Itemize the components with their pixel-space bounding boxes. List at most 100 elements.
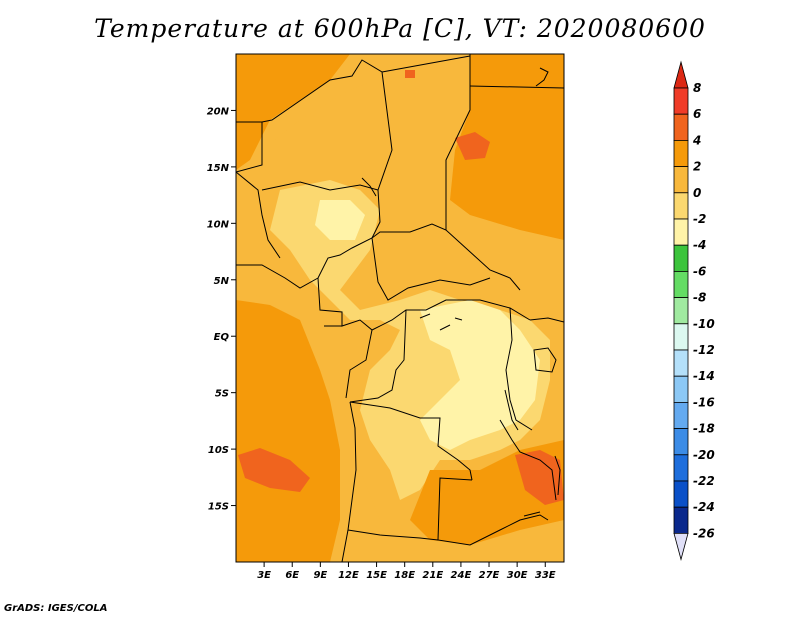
colorbar-swatch — [673, 506, 689, 534]
colorbar-swatch — [673, 192, 689, 220]
colorbar-swatch — [673, 297, 689, 325]
border-line — [504, 389, 519, 431]
lon-tick-label: 18E — [394, 570, 415, 581]
field-band-6-8 — [455, 132, 490, 160]
colorbar-label: -26 — [693, 526, 715, 540]
colorbar-swatch — [673, 166, 689, 194]
colorbar-swatch — [673, 270, 689, 298]
map-frame — [235, 53, 565, 563]
colorbar-label: 4 — [692, 133, 701, 147]
colorbar-swatch — [673, 218, 689, 246]
lon-tick-label: 24E — [451, 570, 472, 581]
lat-tick-label: EQ — [214, 332, 230, 343]
lat-tick-label: 10S — [208, 445, 229, 456]
border-line — [381, 55, 471, 73]
border-line — [361, 177, 377, 197]
border-line — [377, 71, 393, 191]
lon-tick-label: 15E — [366, 570, 387, 581]
temperature-field — [236, 54, 564, 562]
border-line — [533, 347, 557, 373]
lon-tick-label: 30E — [507, 570, 528, 581]
colorbar-swatch — [673, 428, 689, 456]
colorbar-top-arrow — [673, 60, 689, 89]
colorbar-label: -6 — [693, 264, 706, 278]
colorbar: 8 6 4 2 0 -2 -4 -6 -8 -10 -12 -14 -16 -18 -20 -22 -24 -26 — [673, 60, 715, 561]
colorbar-label: 6 — [693, 107, 701, 121]
lon-tick-label: 27E — [479, 570, 500, 581]
field-band-minus2-0 — [315, 200, 365, 240]
lon-tick-label: 3E — [257, 570, 271, 581]
colorbar-bottom-arrow — [673, 533, 689, 561]
border-line — [437, 477, 549, 546]
lat-tick-label: 15S — [208, 502, 229, 513]
colorbar-label: -16 — [693, 395, 715, 409]
colorbar-label: -22 — [693, 474, 715, 488]
field-band-4-6 — [236, 54, 350, 170]
border-line — [419, 313, 463, 331]
lat-tick-label: 5N — [214, 276, 230, 287]
grads-credit: GrADS: IGES/COLA — [4, 603, 108, 614]
border-line — [499, 419, 557, 501]
colorbar-swatch — [673, 454, 689, 482]
field-band-4-6 — [236, 300, 340, 562]
field-band-6-8 — [515, 450, 564, 505]
border-line — [554, 455, 561, 496]
lon-tick-label: 21E — [422, 570, 443, 581]
border-line — [371, 299, 531, 331]
border-line — [347, 529, 439, 541]
colorbar-swatch — [673, 401, 689, 429]
colorbar-swatch — [673, 244, 689, 272]
lon-tick-label: 9E — [313, 570, 327, 581]
border-line — [349, 401, 473, 481]
colorbar-label: 0 — [693, 186, 701, 200]
colorbar-label: -24 — [693, 500, 715, 514]
colorbar-label: -2 — [693, 212, 706, 226]
colorbar-swatch — [673, 349, 689, 377]
colorbar-swatch — [673, 113, 689, 141]
field-band-4-6 — [450, 54, 564, 240]
border-line — [505, 307, 533, 431]
colorbar-label: -8 — [693, 291, 706, 305]
colorbar-swatch — [673, 480, 689, 508]
lat-tick-label: 20N — [207, 106, 230, 117]
colorbar-label: 8 — [693, 81, 701, 95]
border-line — [529, 317, 564, 323]
colorbar-label: -4 — [693, 238, 706, 252]
border-line — [349, 309, 407, 403]
field-band-6-8 — [238, 448, 310, 492]
border-line — [445, 54, 471, 230]
country-borders — [236, 54, 564, 562]
latitude-axis: 20N 15N 10N 5N EQ 5S 10S 15S — [207, 106, 236, 513]
colorbar-swatch — [673, 139, 689, 167]
lat-tick-label: 15N — [207, 163, 230, 174]
colorbar-swatch — [673, 87, 689, 115]
border-line — [236, 122, 263, 173]
border-line — [317, 277, 373, 399]
border-line — [469, 85, 564, 89]
colorbar-label: -10 — [693, 317, 715, 331]
colorbar-label: -12 — [693, 343, 715, 357]
lon-tick-label: 6E — [285, 570, 299, 581]
field-band-6-8 — [405, 70, 415, 78]
lat-tick-label: 5S — [215, 389, 229, 400]
colorbar-label: -18 — [693, 422, 715, 436]
longitude-axis: 3E 6E 9E 12E 15E 18E 21E 24E 27E 30E 33E — [257, 562, 556, 581]
border-line — [236, 171, 281, 259]
border-line — [317, 223, 521, 291]
lon-tick-label: 33E — [535, 570, 556, 581]
border-line — [236, 264, 319, 289]
map-title: Temperature at 600hPa [C], VT: 202008060… — [94, 14, 706, 43]
colorbar-label: -20 — [693, 448, 715, 462]
colorbar-label: 2 — [693, 160, 701, 174]
lon-tick-label: 12E — [338, 570, 359, 581]
colorbar-swatch — [673, 323, 689, 351]
colorbar-swatch — [673, 375, 689, 403]
border-line — [523, 511, 541, 517]
border-line — [261, 181, 381, 239]
border-line — [535, 67, 549, 87]
colorbar-label: -14 — [693, 369, 715, 383]
border-line — [371, 237, 491, 301]
lat-tick-label: 10N — [207, 219, 230, 230]
border-line — [341, 401, 357, 562]
